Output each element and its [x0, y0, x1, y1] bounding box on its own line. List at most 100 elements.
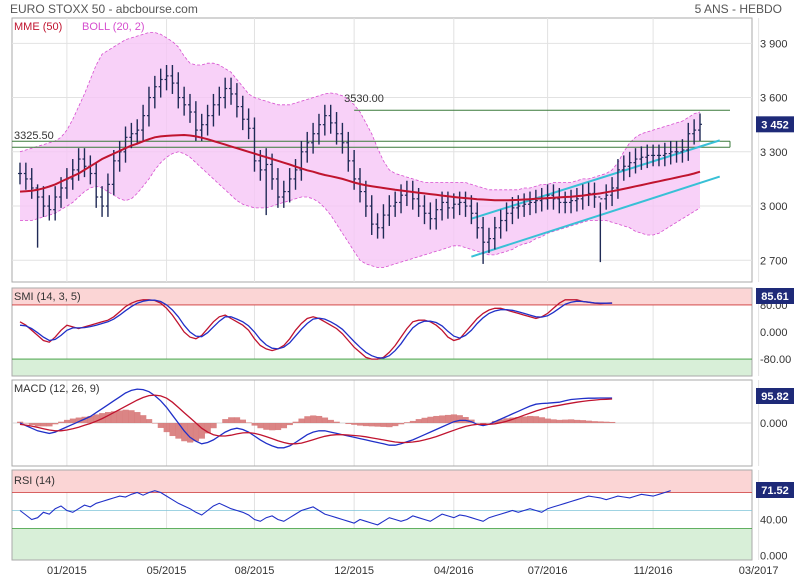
macd-histogram-bar: [403, 422, 411, 423]
y-tick-label: 3 300: [760, 147, 788, 159]
smi-legend: SMI (14, 3, 5): [14, 291, 81, 303]
macd-histogram-bar: [128, 410, 135, 423]
macd-histogram-bar: [497, 419, 504, 423]
smi-panel-frame: [11, 287, 753, 377]
macd-histogram-bar: [527, 415, 534, 423]
macd-histogram-bar: [409, 420, 416, 423]
macd-histogram-bar: [75, 417, 82, 423]
macd-histogram-bar: [46, 423, 53, 427]
smi-y-tick-label: 0.000: [760, 327, 788, 339]
y-tick-label: 2 700: [760, 255, 788, 267]
main-panel-frame: [11, 17, 753, 283]
rsi-last-value: 71.52: [761, 485, 789, 497]
macd-histogram-bar: [415, 419, 422, 423]
macd-histogram-bar: [222, 419, 229, 423]
macd-histogram-bar: [450, 414, 458, 423]
macd-histogram-bar: [392, 423, 399, 427]
rsi-line: [19, 490, 671, 526]
x-tick-label: 11/2016: [634, 565, 673, 577]
macd-histogram-bar: [275, 423, 282, 431]
macd-histogram-bar: [233, 417, 241, 423]
macd-histogram-bar: [597, 421, 604, 423]
smi-overbought-zone: [12, 288, 752, 305]
macd-histogram-bar: [239, 419, 246, 423]
macd-histogram-bar: [456, 415, 463, 423]
macd-histogram-bar: [386, 423, 393, 428]
macd-histogram-bar: [192, 423, 200, 442]
chart-title: EURO STOXX 50 - abcbourse.com: [10, 2, 198, 16]
macd-histogram-bar: [40, 423, 47, 427]
macd-last-value-bg: [756, 388, 794, 404]
macd-histogram-bar: [187, 423, 194, 443]
macd-histogram-bar: [63, 419, 71, 423]
macd-histogram-bar: [515, 417, 522, 423]
macd-histogram-bar: [321, 417, 329, 423]
bollinger-band-line: [19, 32, 701, 191]
macd-histogram-bar: [169, 423, 176, 437]
macd-histogram-bar: [263, 423, 270, 430]
x-tick-label: 03/2017: [739, 565, 779, 577]
macd-histogram-bar: [87, 415, 94, 423]
macd-histogram-bar: [380, 423, 387, 427]
rsi-y-tick-label: 40.00: [760, 515, 788, 527]
mme-line: [19, 133, 701, 202]
macd-signal-line: [19, 394, 613, 445]
macd-histogram-bar: [439, 415, 446, 423]
level-label: 3530.00: [344, 93, 384, 105]
legend-mme: MME (50): [14, 21, 62, 33]
macd-histogram-bar: [22, 423, 30, 424]
main-last-value-bg: [756, 116, 794, 133]
macd-histogram-bar: [421, 417, 428, 423]
macd-histogram-bar: [433, 415, 440, 423]
macd-last-value: 95.82: [761, 391, 789, 403]
macd-histogram-bar: [251, 423, 258, 426]
x-tick-label: 01/2015: [47, 565, 87, 577]
macd-histogram-bar: [34, 423, 41, 427]
macd-histogram-bar: [532, 416, 540, 423]
macd-histogram-bar: [509, 417, 516, 423]
macd-histogram-bar: [116, 410, 123, 423]
macd-histogram-bar: [204, 423, 211, 434]
macd-histogram-bar: [122, 409, 129, 423]
macd-histogram-bar: [568, 419, 575, 423]
macd-histogram-bar: [210, 423, 217, 429]
macd-y-tick-label: 0.000: [760, 418, 788, 430]
y-tick-label: 3 600: [760, 93, 788, 105]
macd-histogram-bar: [585, 420, 592, 423]
smi-d-line: [19, 299, 613, 359]
x-tick-label: 04/2016: [434, 565, 474, 577]
macd-histogram-bar: [146, 419, 153, 423]
macd-histogram-bar: [362, 423, 370, 427]
macd-histogram-bar: [110, 411, 118, 423]
macd-histogram-bar: [93, 414, 100, 423]
rsi-panel-frame: [11, 469, 753, 561]
macd-histogram-bar: [280, 423, 288, 429]
smi-k-line: [19, 299, 613, 360]
macd-histogram-bar: [69, 418, 76, 423]
legend-boll: BOLL (20, 2): [82, 21, 145, 33]
macd-histogram-bar: [310, 415, 317, 423]
x-tick-label: 05/2015: [147, 565, 187, 577]
rsi-oversold-zone: [12, 528, 752, 560]
y-tick-label: 3 000: [760, 201, 788, 213]
macd-histogram-bar: [175, 423, 182, 439]
macd-histogram-bar: [316, 415, 323, 423]
macd-histogram-bar: [609, 421, 616, 423]
macd-histogram-bar: [245, 422, 252, 423]
macd-histogram-bar: [163, 423, 170, 433]
rsi-legend: RSI (14): [14, 475, 55, 487]
rsi-last-value-bg: [756, 482, 794, 498]
macd-histogram-bar: [345, 423, 352, 425]
macd-histogram-bar: [181, 423, 188, 442]
macd-histogram-bar: [550, 419, 557, 423]
rsi-overbought-zone: [12, 470, 752, 493]
main-last-value: 3 452: [761, 119, 789, 131]
macd-histogram-bar: [81, 416, 88, 423]
macd-histogram-bar: [521, 416, 528, 423]
x-tick-label: 07/2016: [528, 565, 568, 577]
macd-histogram-bar: [573, 419, 581, 423]
macd-histogram-bar: [357, 423, 364, 426]
macd-histogram-bar: [52, 423, 59, 425]
y-tick-label: 3 900: [760, 38, 788, 50]
macd-histogram-bar: [398, 423, 405, 425]
